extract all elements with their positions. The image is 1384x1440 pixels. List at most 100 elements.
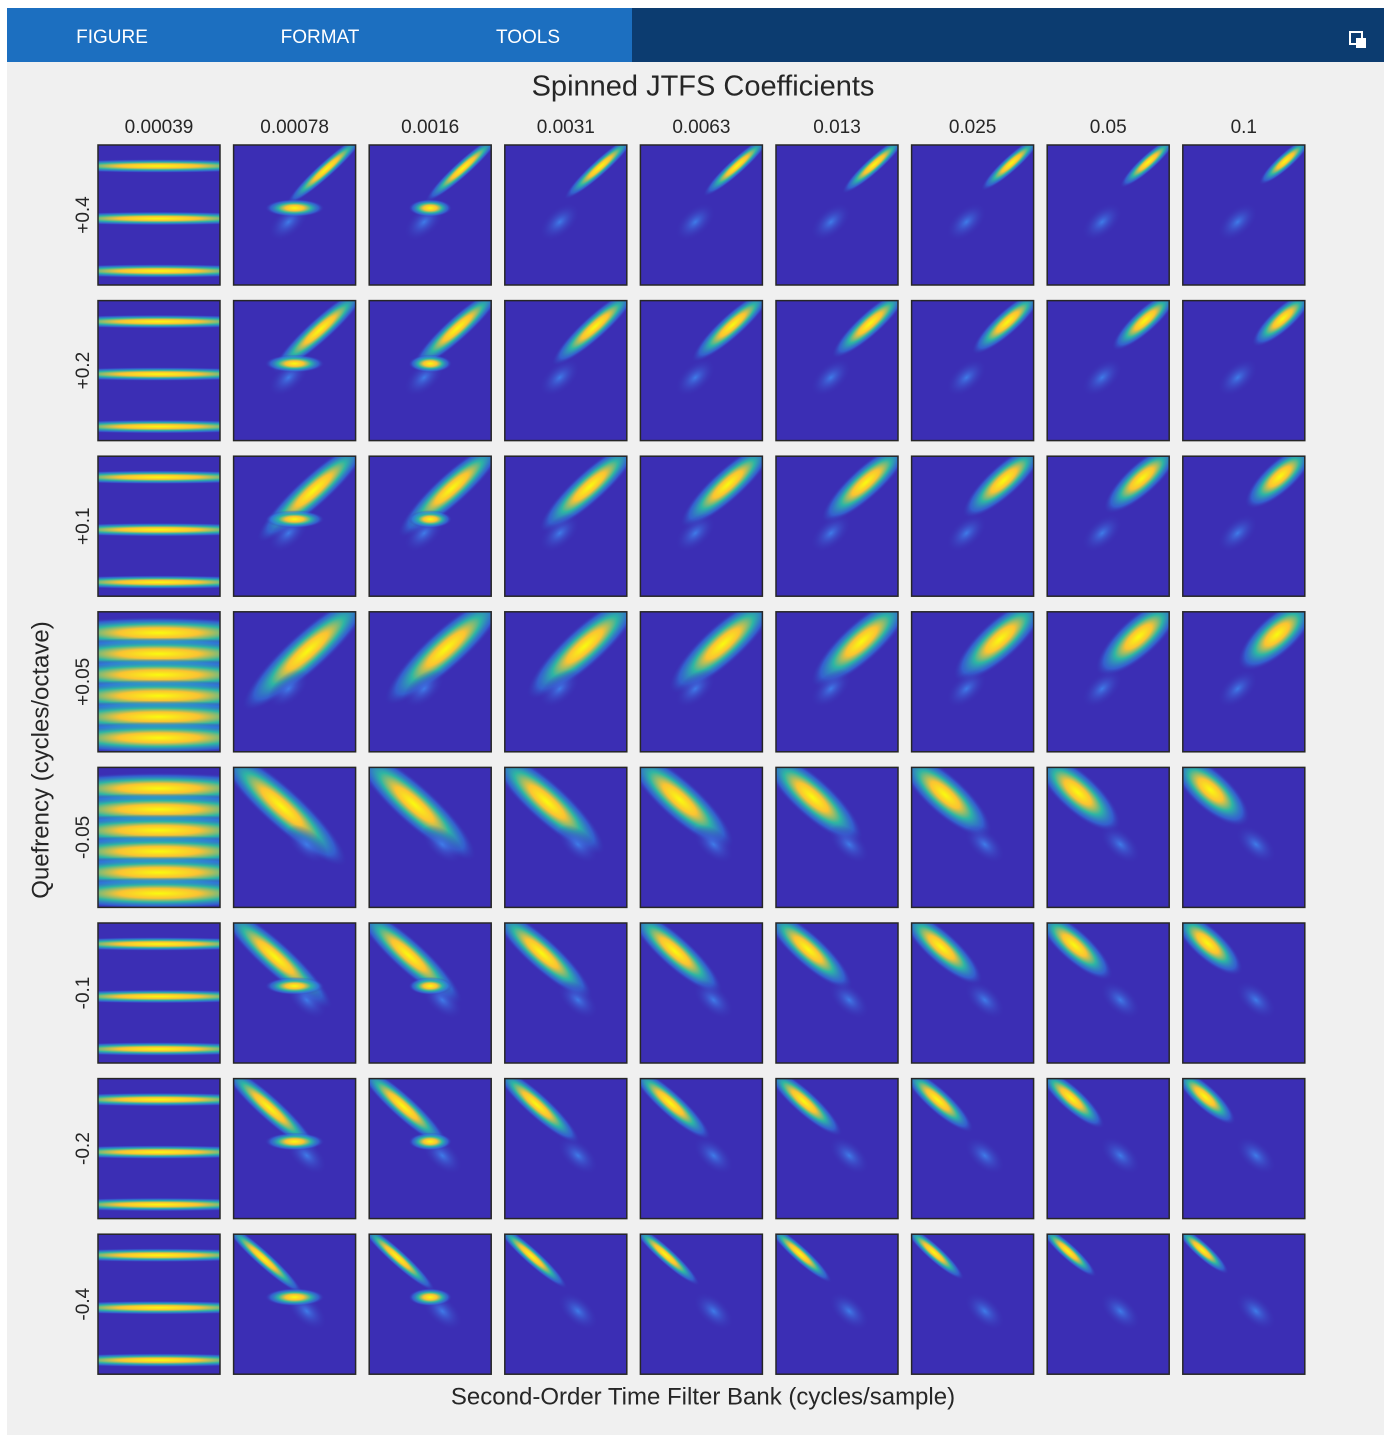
panel-image — [758, 1059, 898, 1219]
heatmap-panel — [912, 432, 1055, 596]
heatmap-panel — [1047, 282, 1185, 441]
panel-image — [912, 130, 1047, 285]
column-label: 0.013 — [813, 117, 861, 138]
heatmap-panel — [1031, 1060, 1169, 1219]
panel-image — [1171, 1221, 1305, 1375]
center-blob — [265, 510, 325, 528]
panel-image — [1047, 282, 1185, 441]
heatmap-panel — [894, 1059, 1033, 1218]
center-blob — [408, 355, 452, 373]
center-blob — [265, 1133, 325, 1151]
row-label: +0.2 — [73, 352, 94, 390]
x-axis-label: Second-Order Time Filter Bank (cycles/sa… — [451, 1383, 955, 1410]
panel-image — [1167, 1061, 1305, 1219]
center-blob — [408, 977, 452, 995]
heatmap-panel — [505, 128, 642, 285]
center-blob — [408, 199, 452, 217]
heatmap-panel — [1171, 1221, 1305, 1375]
heatmap-panel — [1183, 131, 1317, 285]
heatmap-panel — [776, 130, 912, 285]
heatmap-panel — [622, 1058, 763, 1219]
heatmap-panel — [1183, 283, 1321, 441]
heatmap-panel — [912, 281, 1051, 440]
column-label: 0.0031 — [537, 117, 595, 138]
column-label: 0.1 — [1231, 117, 1257, 138]
toolbar-strip — [632, 8, 1384, 62]
heatmap-panel — [762, 1219, 898, 1374]
heatmap-panel — [1035, 1220, 1170, 1374]
panel-image — [486, 1057, 627, 1219]
panel-image — [213, 1055, 356, 1218]
heatmap-panel — [898, 1219, 1033, 1374]
heatmap-panel — [213, 1055, 356, 1218]
panel-image — [1047, 433, 1189, 596]
tab[interactable]: FORMAT — [281, 27, 360, 48]
heatmap-panel — [369, 278, 511, 440]
center-blob — [408, 1133, 452, 1151]
panel-image — [1035, 1220, 1170, 1374]
heatmap-panel — [890, 899, 1033, 1063]
center-blob — [265, 1288, 325, 1306]
panel-image — [1183, 283, 1321, 441]
panel-image — [912, 281, 1051, 440]
panel-image — [1183, 434, 1324, 596]
panel-image — [762, 1219, 898, 1374]
heatmap-panel — [626, 1218, 762, 1374]
y-axis-label: Quefrency (cycles/octave) — [27, 621, 54, 898]
heatmap-panel — [912, 130, 1047, 285]
chart-title: Spinned JTFS Coefficients — [532, 71, 875, 103]
row-label: -0.05 — [73, 816, 94, 859]
figure-window: FIGURE FORMAT TOOLS Spinned JTFS Coeffic… — [0, 0, 1384, 1435]
heatmap-panel — [776, 431, 920, 596]
panel-image — [505, 128, 642, 285]
row-label: +0.05 — [73, 658, 94, 706]
tab[interactable]: TOOLS — [496, 27, 560, 48]
heatmap-panel — [1047, 131, 1182, 285]
row-label: +0.1 — [73, 507, 94, 545]
panel-image — [490, 1218, 627, 1375]
heatmap-panel — [486, 1057, 627, 1219]
panel-image — [776, 130, 912, 285]
heatmap-panel — [754, 898, 898, 1063]
panel-image — [640, 129, 776, 285]
panel-image — [354, 1217, 491, 1374]
column-label: 0.00078 — [260, 117, 329, 138]
heatmap-panel — [758, 1059, 898, 1219]
panel-image — [1031, 1060, 1169, 1219]
heatmap-panel — [1183, 434, 1324, 596]
heatmap-panel — [1167, 1061, 1305, 1219]
tab[interactable]: FIGURE — [76, 27, 148, 48]
panel-image — [369, 128, 506, 285]
center-blob — [265, 355, 325, 373]
panel-image — [505, 279, 646, 441]
heatmap-panel — [234, 127, 372, 285]
panel-image — [898, 1219, 1033, 1374]
heatmap-panel — [1163, 901, 1304, 1063]
panel-image — [234, 127, 372, 285]
center-blob — [408, 510, 452, 528]
panel-image — [894, 1059, 1033, 1218]
heatmap-panel — [234, 277, 377, 440]
center-blob — [408, 1288, 452, 1306]
panel-image — [1183, 131, 1317, 285]
panel-image — [369, 278, 511, 440]
heatmap-panel — [1047, 433, 1189, 596]
heatmap-panel — [218, 1216, 356, 1374]
row-label: +0.4 — [73, 196, 94, 234]
panel-image — [218, 1216, 356, 1374]
column-label: 0.0016 — [401, 117, 459, 138]
column-label: 0.025 — [949, 117, 997, 138]
row-label: -0.1 — [73, 977, 94, 1010]
center-blob — [265, 199, 325, 217]
panel-image — [1027, 900, 1169, 1063]
column-label: 0.00039 — [125, 117, 194, 138]
panel-image — [776, 281, 916, 441]
heatmap-panel — [369, 128, 506, 285]
panel-image — [349, 1056, 491, 1218]
panel-image — [640, 280, 781, 441]
panel-image — [622, 1058, 763, 1219]
column-label: 0.05 — [1090, 117, 1127, 138]
panel-image — [1163, 901, 1304, 1063]
row-label: -0.4 — [73, 1287, 94, 1320]
heatmap-panel — [354, 1217, 491, 1374]
